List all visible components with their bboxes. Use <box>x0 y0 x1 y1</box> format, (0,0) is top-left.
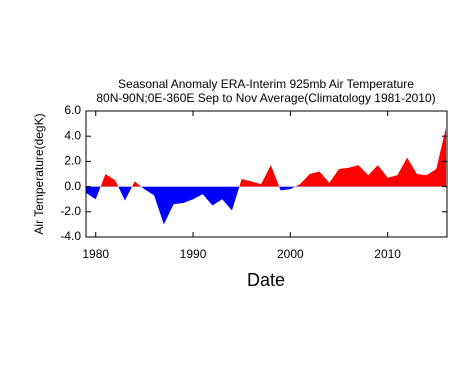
x-axis-label: Date <box>247 270 285 290</box>
y-tick-label: -4.0 <box>60 229 81 243</box>
negative-area <box>86 186 296 225</box>
plot-frame <box>85 110 448 238</box>
x-tick-label: 2000 <box>277 247 304 261</box>
y-tick-label: 4.0 <box>64 128 81 142</box>
x-tick-label: 2010 <box>374 247 401 261</box>
positive-area <box>100 127 447 187</box>
y-tick-label: -2.0 <box>60 204 81 218</box>
chart-title: Seasonal Anomaly ERA-Interim 925mb Air T… <box>118 77 414 91</box>
y-axis-label: Air Temperature(degK) <box>32 113 46 234</box>
x-tick-label: 1980 <box>82 247 109 261</box>
y-tick-label: 0.0 <box>64 179 81 193</box>
chart-subtitle: 80N-90N;0E-360E Sep to Nov Average(Clima… <box>96 91 435 105</box>
y-tick-label: 2.0 <box>64 154 81 168</box>
y-tick-label: 6.0 <box>64 103 81 117</box>
x-tick-label: 1990 <box>180 247 207 261</box>
